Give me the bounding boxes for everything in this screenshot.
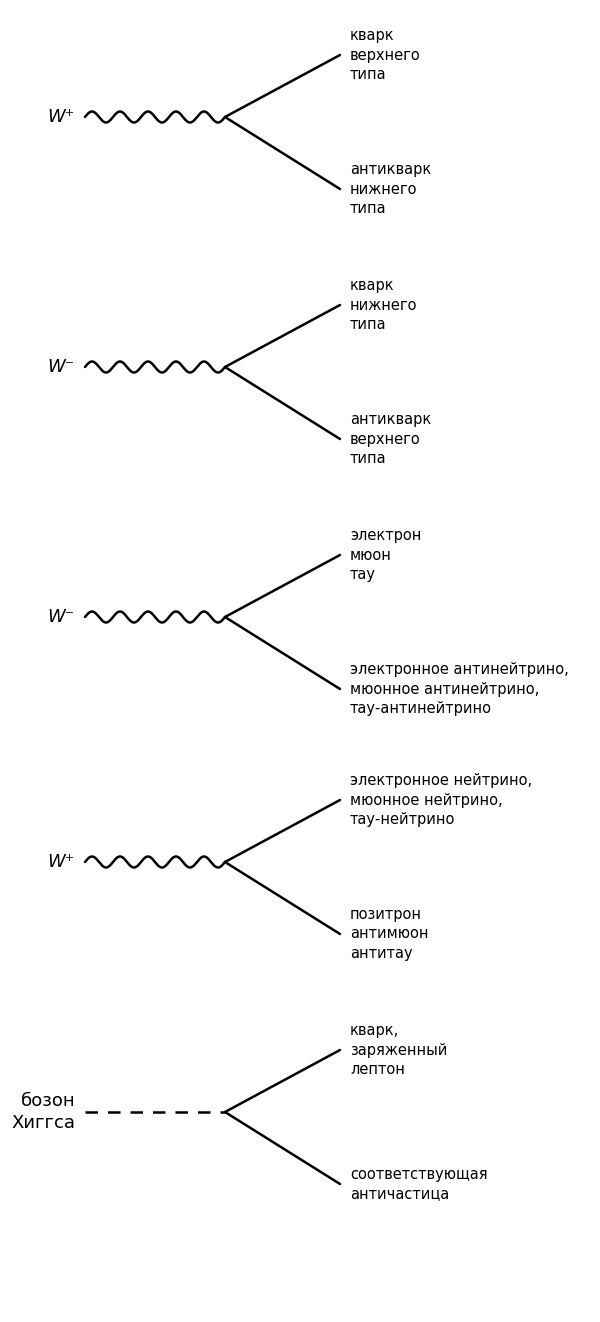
Text: W⁻: W⁻ (48, 608, 75, 627)
Text: кварк
верхнего
типа: кварк верхнего типа (350, 28, 421, 82)
Text: электрон
мюон
тау: электрон мюон тау (350, 529, 421, 582)
Text: W⁺: W⁺ (48, 108, 75, 126)
Text: соответствующая
античастица: соответствующая античастица (350, 1167, 488, 1202)
Text: электронное нейтрино,
мюонное нейтрино,
тау-нейтрино: электронное нейтрино, мюонное нейтрино, … (350, 773, 532, 826)
Text: антикварк
нижнего
типа: антикварк нижнего типа (350, 163, 431, 215)
Text: кварк
нижнего
типа: кварк нижнего типа (350, 279, 418, 332)
Text: антикварк
верхнего
типа: антикварк верхнего типа (350, 412, 431, 465)
Text: кварк,
заряженный
лептон: кварк, заряженный лептон (350, 1023, 448, 1076)
Text: электронное антинейтрино,
мюонное антинейтрино,
тау-антинейтрино: электронное антинейтрино, мюонное антине… (350, 662, 569, 715)
Text: бозон
Хиггса: бозон Хиггса (11, 1092, 75, 1132)
Text: W⁺: W⁺ (48, 853, 75, 871)
Text: позитрон
антимюон
антитау: позитрон антимюон антитау (350, 907, 428, 961)
Text: W⁻: W⁻ (48, 358, 75, 375)
